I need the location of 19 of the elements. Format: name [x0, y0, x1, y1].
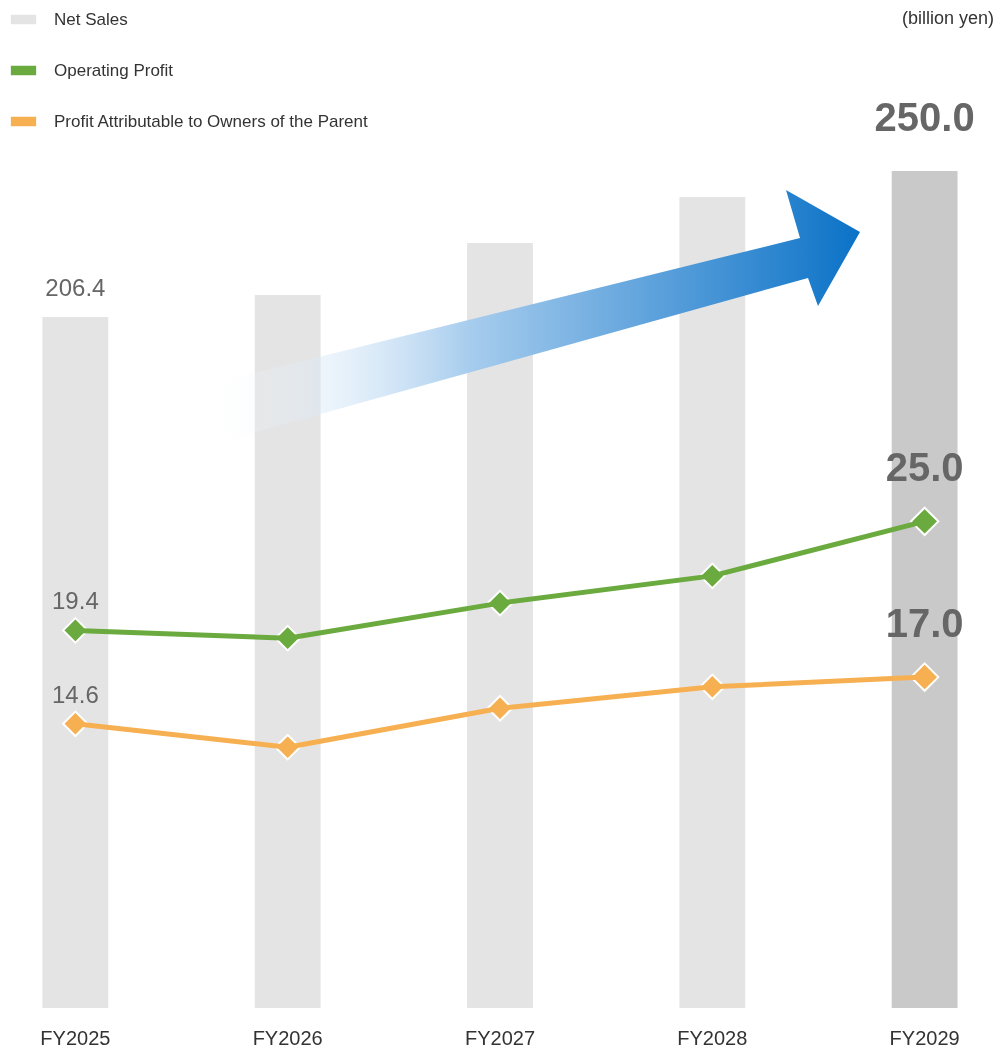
text: (billion yen): [901, 8, 994, 29]
legend-label: Operating Profit: [54, 60, 174, 80]
bar: [254, 294, 321, 1008]
x-tick-label: FY2028: [677, 1026, 748, 1049]
data-label: 250.0: [874, 95, 975, 139]
bar: [467, 242, 533, 1008]
legend-label: Profit Attributable to Owners of the Parent: [54, 111, 368, 131]
data-label: 25.0: [885, 445, 964, 490]
data-label: 19.4: [52, 587, 99, 615]
x-tick-label: FY2025: [40, 1026, 111, 1049]
data-label: 206.4: [45, 273, 106, 301]
bar: [42, 316, 109, 1008]
x-tick-label: FY2026: [252, 1026, 323, 1049]
x-tick-label: FY2029: [889, 1026, 960, 1049]
legend-label: Net Sales: [54, 9, 128, 29]
x-tick-label: FY2027: [464, 1026, 536, 1049]
bar: [679, 197, 746, 1008]
data-label: 14.6: [52, 680, 99, 708]
data-label: 17.0: [885, 601, 964, 646]
